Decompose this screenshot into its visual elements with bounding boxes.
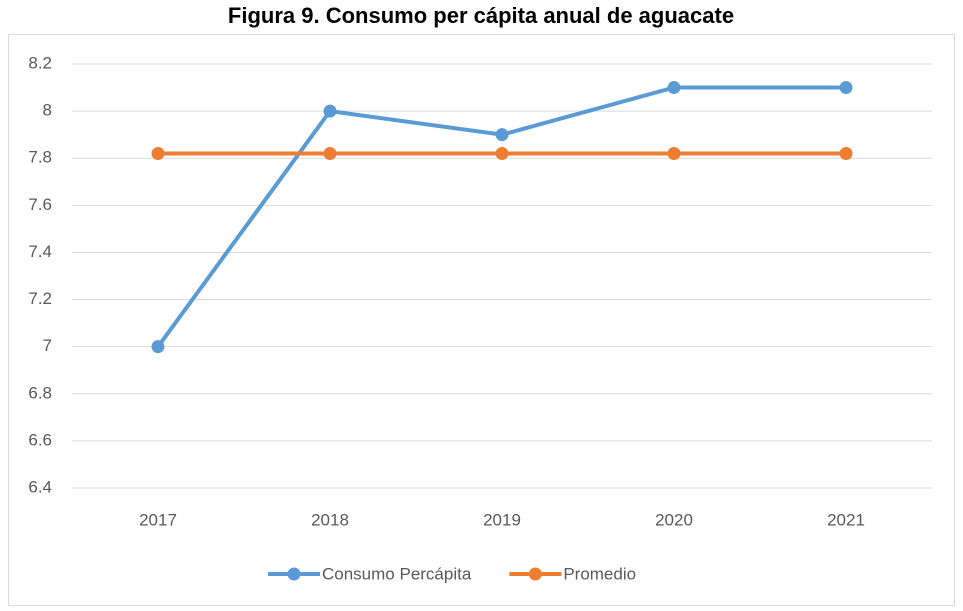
point xyxy=(151,147,165,161)
point xyxy=(667,81,681,95)
y-tick-label: 7.4 xyxy=(28,242,52,261)
point xyxy=(839,147,853,161)
y-tick-label: 6.6 xyxy=(28,430,52,449)
y-tick-label: 6.8 xyxy=(28,383,52,402)
point xyxy=(323,147,337,161)
y-tick-label: 8.2 xyxy=(28,53,52,72)
point xyxy=(151,340,165,354)
point xyxy=(667,147,681,161)
x-tick-label: 2019 xyxy=(483,510,521,529)
x-tick-label: 2017 xyxy=(139,510,177,529)
legend-marker xyxy=(528,567,542,581)
y-tick-label: 7 xyxy=(43,336,52,355)
legend-label: Consumo Percápita xyxy=(322,564,472,583)
point xyxy=(495,128,509,142)
legend-label: Promedio xyxy=(563,564,636,583)
y-tick-label: 7.2 xyxy=(28,289,52,308)
chart-title: Figura 9. Consumo per cápita anual de ag… xyxy=(228,3,734,28)
y-tick-label: 7.8 xyxy=(28,148,52,167)
chart-border xyxy=(8,34,955,606)
x-tick-label: 2020 xyxy=(655,510,693,529)
y-tick-label: 8 xyxy=(43,101,52,120)
y-tick-label: 7.6 xyxy=(28,195,52,214)
point xyxy=(495,147,509,161)
x-tick-label: 2018 xyxy=(311,510,349,529)
legend-marker xyxy=(287,567,301,581)
x-tick-label: 2021 xyxy=(827,510,865,529)
point xyxy=(323,104,337,118)
series-line xyxy=(156,85,846,348)
point xyxy=(839,81,853,95)
y-tick-label: 6.4 xyxy=(28,477,52,496)
